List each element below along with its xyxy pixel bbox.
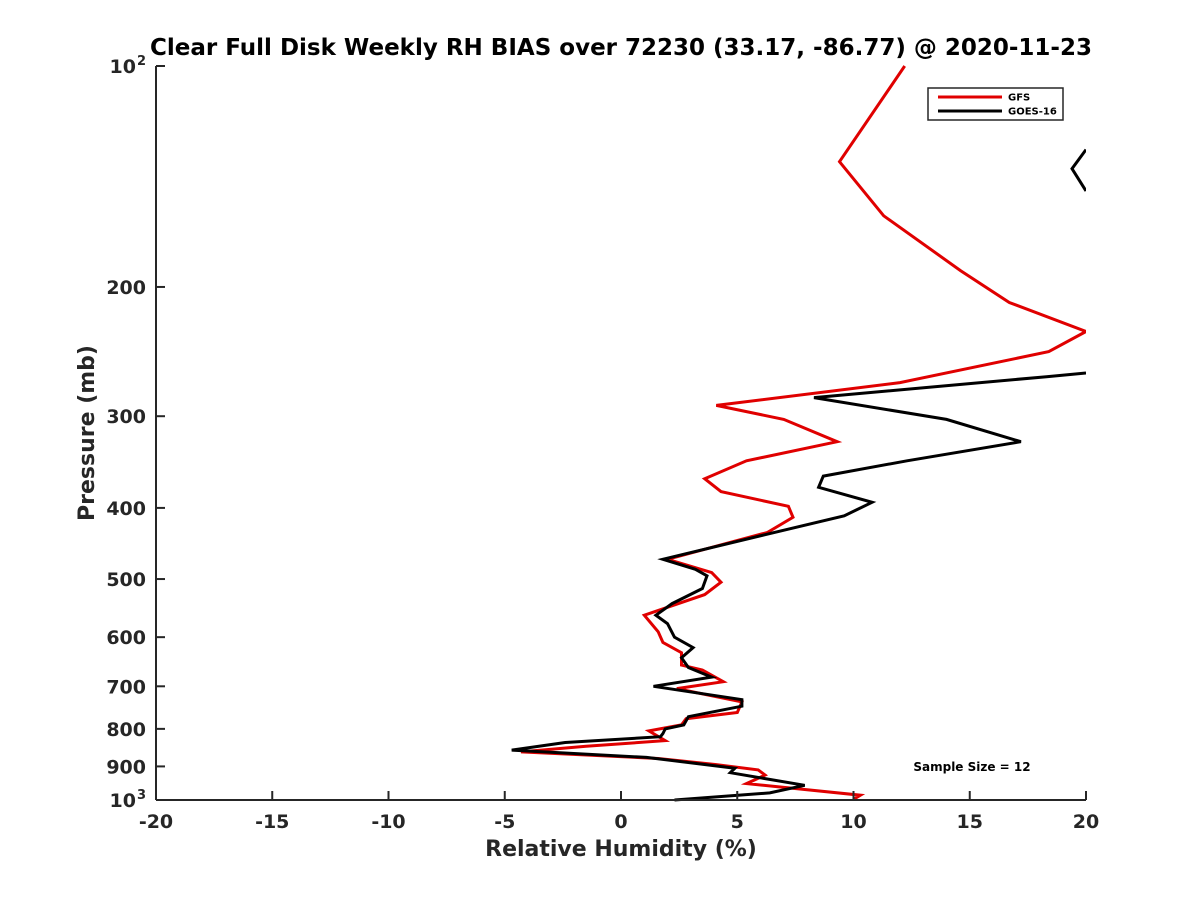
legend: GFS GOES-16: [927, 87, 1064, 121]
x-tick-label: 5: [731, 811, 744, 833]
legend-entry-label: GFS: [1008, 93, 1030, 104]
sample-size-annotation: Sample Size = 12: [913, 760, 1030, 774]
x-tick-label: 15: [957, 811, 983, 833]
x-tick-label: -5: [494, 811, 515, 833]
x-tick-label: 0: [614, 811, 627, 833]
y-tick-label: 900: [106, 756, 146, 778]
x-tick-label: -20: [139, 811, 173, 833]
x-tick-label: 20: [1073, 811, 1099, 833]
y-tick-label: 600: [106, 627, 146, 649]
y-tick-exponent: 3: [137, 788, 146, 803]
x-axis: -20 -15 -10 -5 0 5 10 15 20: [139, 791, 1099, 833]
y-tick-label: 700: [106, 676, 146, 698]
y-tick-label: 10: [110, 56, 136, 78]
legend-box: [927, 87, 1064, 121]
y-tick-label: 10: [110, 790, 136, 812]
y-tick-label: 300: [106, 406, 146, 428]
y-tick-exponent: 2: [137, 54, 146, 69]
y-tick-label: 500: [106, 569, 146, 591]
chart-title: Clear Full Disk Weekly RH BIAS over 7223…: [150, 35, 1092, 61]
x-tick-label: -10: [371, 811, 405, 833]
y-tick-label: 200: [106, 277, 146, 299]
y-tick-label: 800: [106, 719, 146, 741]
x-tick-label: -15: [255, 811, 289, 833]
y-tick-label: 400: [106, 498, 146, 520]
plot-area: [511, 65, 1086, 802]
x-tick-label: 10: [840, 811, 866, 833]
legend-entry-label: GOES-16: [1008, 107, 1057, 118]
series-line-gfs: [520, 65, 1086, 801]
y-axis-label: Pressure (mb): [75, 345, 100, 521]
series-line-goes-16: [511, 148, 1086, 802]
x-axis-label: Relative Humidity (%): [485, 837, 757, 862]
